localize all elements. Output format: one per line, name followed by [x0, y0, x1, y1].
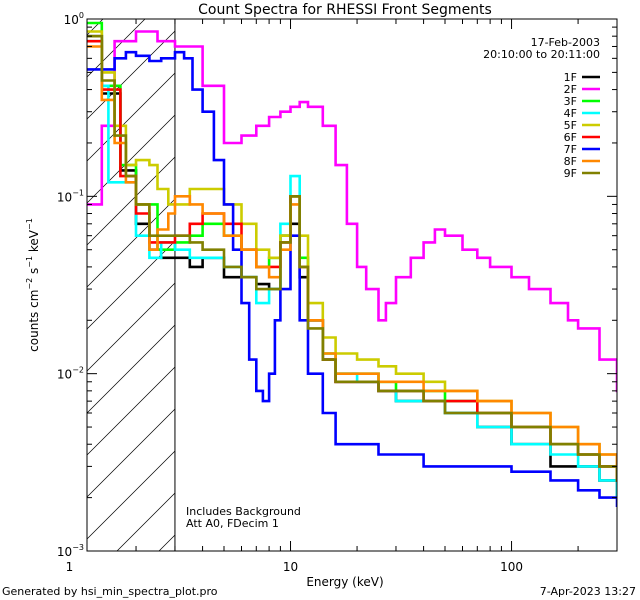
hatch-line	[87, 114, 175, 204]
hatch-line	[87, 30, 175, 120]
x-tick-label: 100	[500, 560, 523, 574]
hatch-line	[116, 492, 175, 551]
axis-ticks: 1 10 100 10−3 10−2 10−1 100	[57, 11, 618, 574]
y-tick-label: 10−2	[57, 366, 84, 382]
x-axis-label: Energy (keV)	[306, 575, 383, 589]
legend-label-9f: 9F	[564, 167, 577, 180]
series-line-9f	[87, 34, 617, 482]
series-line-1f	[87, 34, 617, 499]
legend-label-8f: 8F	[564, 155, 577, 168]
x-tick-label: 10	[283, 560, 298, 574]
chart-title: Count Spectra for RHESSI Front Segments	[198, 2, 492, 18]
y-tick-label: 100	[64, 11, 84, 27]
y-tick-label: 10−3	[57, 543, 84, 559]
y-tick-label: 10−1	[57, 188, 84, 204]
hatch-line	[87, 324, 175, 414]
hatch-line	[0, 0, 89, 551]
hatch-line	[87, 240, 175, 330]
hatch-line	[87, 366, 175, 456]
series-layer	[87, 21, 617, 507]
hatch-line	[243, 0, 640, 551]
time-range-label: 20:10:00 to 20:11:00	[483, 48, 600, 61]
legend-label-1f: 1F	[564, 71, 577, 84]
annotation-background: Includes Background	[186, 505, 301, 518]
hatch-line	[327, 0, 640, 551]
plot-frame	[86, 18, 618, 552]
series-line-2f	[87, 30, 617, 393]
annotation-attenuator: Att A0, FDecim 1	[186, 517, 279, 530]
hatch-line	[87, 72, 175, 162]
hatched-region	[0, 0, 640, 551]
legend-label-4f: 4F	[564, 107, 577, 120]
hatch-line	[285, 0, 640, 551]
hatch-line	[87, 282, 175, 372]
legend-label-5f: 5F	[564, 119, 577, 132]
legend-label-3f: 3F	[564, 95, 577, 108]
date-label: 17-Feb-2003	[531, 36, 600, 49]
series-line-6f	[87, 39, 617, 482]
hatch-line	[87, 408, 175, 498]
footer-timestamp: 7-Apr-2023 13:27	[540, 585, 636, 598]
series-line-8f	[87, 45, 617, 468]
hatch-line	[87, 450, 175, 540]
hatch-line	[87, 198, 175, 288]
footer-generated-by: Generated by hsi_min_spectra_plot.pro	[2, 585, 218, 598]
y-axis-label: counts cm−2 s−1 keV−1	[25, 218, 41, 352]
legend-label-6f: 6F	[564, 131, 577, 144]
legend-label-7f: 7F	[564, 143, 577, 156]
series-line-7f	[87, 50, 617, 507]
series-line-4f	[87, 39, 617, 499]
hatch-line	[87, 19, 104, 36]
legend-label-2f: 2F	[564, 83, 577, 96]
x-tick-label: 1	[66, 560, 74, 574]
